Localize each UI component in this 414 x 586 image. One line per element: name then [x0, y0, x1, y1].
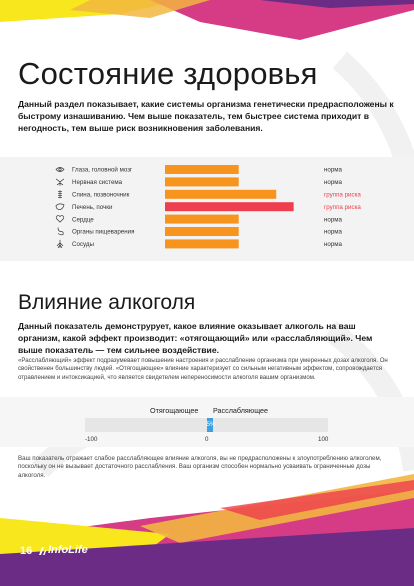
status-label: норма [324, 216, 343, 223]
status-label: норма [324, 179, 343, 186]
infolife-logo: InfoLife [48, 544, 88, 556]
health-bar [165, 202, 294, 212]
status-label: норма [324, 167, 343, 174]
stomach-icon [57, 227, 64, 236]
status-label: норма [324, 241, 343, 248]
category-label: Спина, позвоночник [72, 192, 130, 199]
infolife-logo-icon [39, 547, 47, 555]
alcohol-section-title: Влияние алкоголя [18, 291, 196, 314]
category-label: Сосуды [72, 241, 95, 248]
scale-right-label: Расслабляющее [213, 406, 269, 415]
health-bar [165, 227, 239, 236]
bottom-decoration [0, 474, 414, 586]
health-chart: Глаза, головной мозг норма Нервная система… [55, 165, 361, 249]
status-label: группа риска [324, 204, 361, 211]
health-bar [165, 165, 239, 174]
alcohol-scale-fill [206, 418, 213, 432]
category-label: Сердце [72, 216, 94, 223]
nerve-icon [55, 178, 65, 186]
health-bar [165, 239, 239, 249]
alcohol-scale-value: 5% [206, 421, 216, 428]
category-label: Глаза, головной мозг [72, 167, 133, 174]
scale-max-label: 100 [318, 436, 329, 443]
heart-icon [55, 215, 65, 223]
category-label: Органы пищеварения [72, 229, 134, 236]
eye-brain-icon [55, 167, 65, 172]
page-title: Состояние здоровья [18, 56, 318, 91]
alcohol-result-text: Ваш показатель отражает слабое расслабля… [18, 455, 382, 479]
health-bar [165, 189, 277, 199]
health-bar [165, 177, 239, 187]
category-label: Печень, почки [72, 204, 113, 211]
scale-left-label: Отягощающее [150, 406, 199, 415]
scale-zero-label: 0 [205, 436, 209, 443]
category-label: Нервная система [72, 179, 123, 186]
alcohol-intro-text: Данный показатель демонструрует, какое в… [18, 321, 373, 355]
liver-icon [55, 203, 65, 211]
page-number: 16 [20, 545, 33, 557]
scale-min-label: -100 [85, 436, 98, 443]
status-label: норма [324, 229, 343, 236]
health-bar [165, 214, 239, 224]
top-decoration [0, 0, 414, 40]
intro-text: Данный раздел показывает, какие системы … [18, 99, 394, 133]
alcohol-note-text: «Расслабляющий» эффект подразумевает пов… [18, 357, 388, 381]
vessels-icon [56, 239, 64, 249]
status-label: группа риска [324, 192, 361, 199]
spine-icon [58, 190, 62, 199]
